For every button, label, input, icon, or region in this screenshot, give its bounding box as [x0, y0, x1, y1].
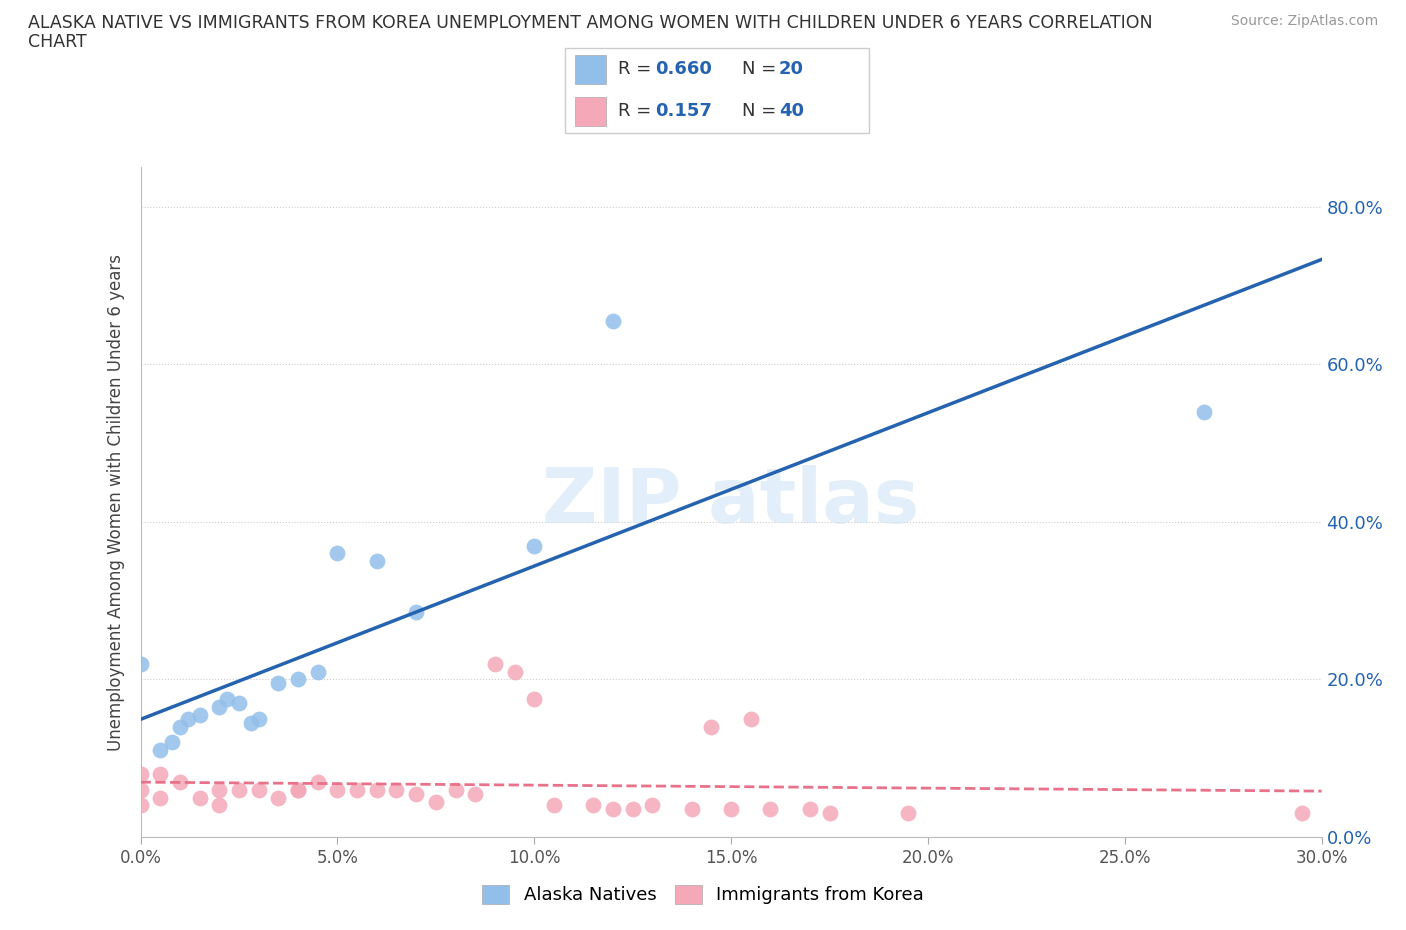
- Text: N =: N =: [742, 102, 782, 120]
- Point: [307, 664, 329, 679]
- Point: [503, 664, 526, 679]
- Point: [228, 782, 250, 797]
- Point: [681, 802, 703, 817]
- Text: ZIP atlas: ZIP atlas: [543, 465, 920, 539]
- Point: [1192, 405, 1215, 419]
- Point: [169, 719, 191, 734]
- Point: [247, 782, 270, 797]
- Text: R =: R =: [619, 102, 662, 120]
- Text: Source: ZipAtlas.com: Source: ZipAtlas.com: [1230, 14, 1378, 28]
- Point: [602, 802, 624, 817]
- Point: [897, 806, 920, 821]
- Point: [208, 699, 231, 714]
- Point: [129, 798, 152, 813]
- Point: [177, 711, 200, 726]
- Point: [346, 782, 368, 797]
- FancyBboxPatch shape: [575, 97, 606, 126]
- Point: [740, 711, 762, 726]
- Point: [602, 313, 624, 328]
- FancyBboxPatch shape: [565, 48, 869, 133]
- Point: [444, 782, 467, 797]
- Point: [188, 790, 211, 805]
- Point: [267, 790, 290, 805]
- Point: [582, 798, 605, 813]
- Point: [818, 806, 841, 821]
- Point: [366, 554, 388, 569]
- Point: [1291, 806, 1313, 821]
- Y-axis label: Unemployment Among Women with Children Under 6 years: Unemployment Among Women with Children U…: [107, 254, 125, 751]
- Point: [247, 711, 270, 726]
- Text: 0.157: 0.157: [655, 102, 711, 120]
- Point: [720, 802, 742, 817]
- Point: [543, 798, 565, 813]
- Point: [169, 775, 191, 790]
- Point: [385, 782, 408, 797]
- Point: [484, 657, 506, 671]
- Point: [228, 696, 250, 711]
- Point: [523, 538, 546, 553]
- Point: [267, 676, 290, 691]
- Point: [700, 719, 723, 734]
- Point: [405, 786, 427, 801]
- Point: [464, 786, 486, 801]
- Point: [129, 766, 152, 781]
- Point: [307, 775, 329, 790]
- Point: [366, 782, 388, 797]
- Text: 0.660: 0.660: [655, 60, 711, 78]
- Text: 20: 20: [779, 60, 804, 78]
- Point: [129, 782, 152, 797]
- Point: [621, 802, 644, 817]
- Point: [425, 794, 447, 809]
- Point: [523, 692, 546, 707]
- Point: [287, 672, 309, 687]
- Point: [287, 782, 309, 797]
- Point: [208, 782, 231, 797]
- Point: [326, 782, 349, 797]
- Text: R =: R =: [619, 60, 657, 78]
- Text: N =: N =: [742, 60, 782, 78]
- Text: 40: 40: [779, 102, 804, 120]
- Text: ALASKA NATIVE VS IMMIGRANTS FROM KOREA UNEMPLOYMENT AMONG WOMEN WITH CHILDREN UN: ALASKA NATIVE VS IMMIGRANTS FROM KOREA U…: [28, 14, 1153, 32]
- Point: [149, 766, 172, 781]
- Point: [641, 798, 664, 813]
- Point: [287, 782, 309, 797]
- Point: [326, 546, 349, 561]
- Legend: Alaska Natives, Immigrants from Korea: Alaska Natives, Immigrants from Korea: [475, 878, 931, 911]
- Point: [405, 605, 427, 620]
- Point: [149, 743, 172, 758]
- Point: [759, 802, 782, 817]
- Text: CHART: CHART: [28, 33, 87, 50]
- Point: [149, 790, 172, 805]
- Point: [160, 735, 183, 750]
- Point: [188, 708, 211, 723]
- Point: [799, 802, 821, 817]
- Point: [129, 657, 152, 671]
- FancyBboxPatch shape: [575, 56, 606, 85]
- Point: [239, 715, 262, 730]
- Point: [217, 692, 239, 707]
- Point: [208, 798, 231, 813]
